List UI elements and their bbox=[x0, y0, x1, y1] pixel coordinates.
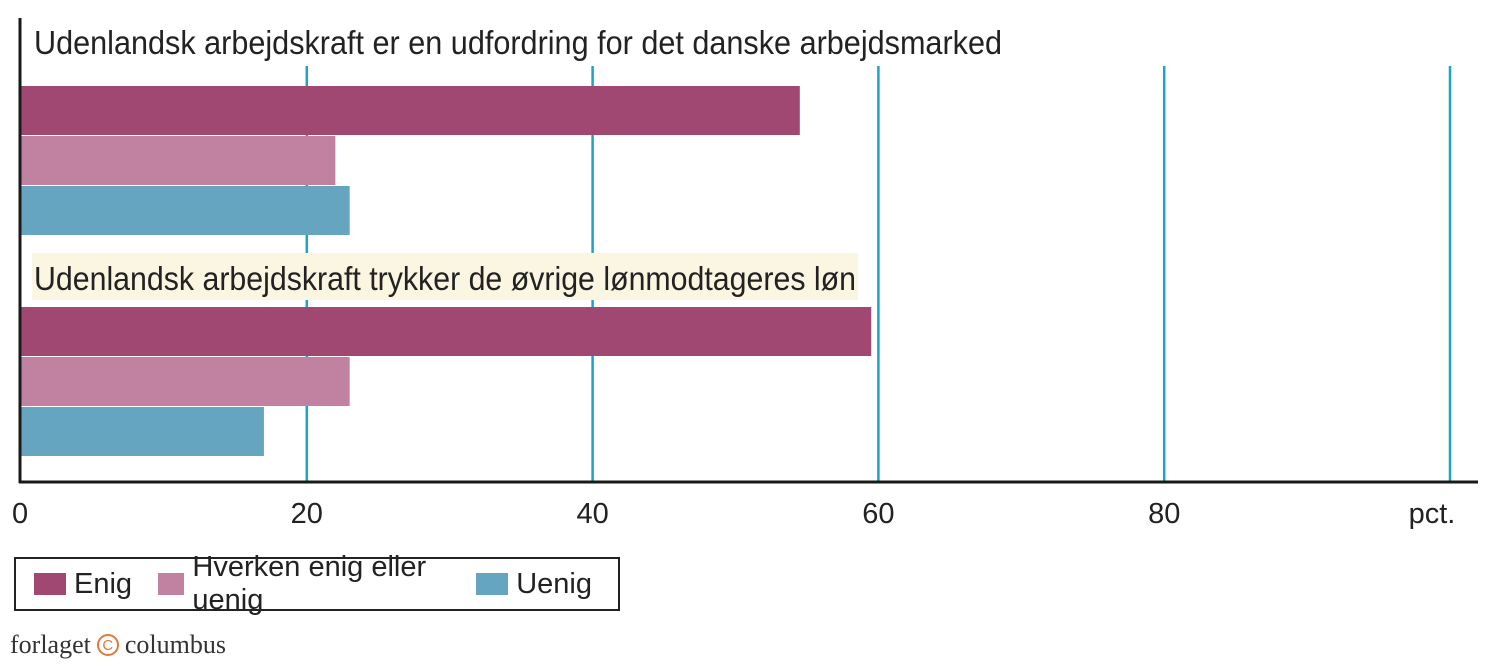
x-tick-label-60: 60 bbox=[862, 498, 894, 530]
bar-cat1-enig bbox=[21, 86, 800, 135]
bar-cat1-hverken-enig-eller-uenig bbox=[21, 136, 336, 185]
bar-cat2-hverken-enig-eller-uenig bbox=[21, 357, 350, 406]
legend: Enig Hverken enig eller uenig Uenig bbox=[14, 551, 620, 616]
bars bbox=[21, 86, 872, 456]
publisher-logo: forlaget C columbus bbox=[10, 630, 226, 660]
bar-chart: Udenlandsk arbejdskraft er en udfordring… bbox=[12, 18, 1478, 530]
x-axis-unit-label: pct. bbox=[1409, 498, 1456, 530]
bar-cat2-uenig bbox=[21, 407, 264, 456]
category-label-highlight bbox=[32, 253, 858, 300]
legend-label-uenig: Uenig bbox=[516, 567, 592, 600]
legend-item-enig: Enig bbox=[34, 568, 132, 601]
legend-swatch-enig bbox=[34, 573, 66, 595]
legend-label-enig: Enig bbox=[74, 567, 133, 600]
x-tick-label-0: 0 bbox=[12, 498, 28, 530]
category-highlight bbox=[32, 253, 858, 300]
publisher-name-right: columbus bbox=[124, 630, 226, 659]
x-tick-label-40: 40 bbox=[576, 498, 608, 530]
legend-item-hverken: Hverken enig eller uenig bbox=[158, 551, 450, 617]
category-label-1: Udenlandsk arbejdskraft er en udfordring… bbox=[34, 24, 1002, 61]
legend-swatch-hverken bbox=[158, 573, 185, 595]
bar-cat2-enig bbox=[21, 307, 872, 356]
x-tick-labels: 0 20 40 60 80 pct. bbox=[12, 498, 1455, 530]
gridlines bbox=[305, 66, 1452, 482]
category-labels: Udenlandsk arbejdskraft er en udfordring… bbox=[34, 24, 1002, 297]
legend-item-uenig: Uenig bbox=[476, 568, 592, 601]
category-label-2: Udenlandsk arbejdskraft trykker de øvrig… bbox=[34, 260, 856, 297]
legend-label-hverken: Hverken enig eller uenig bbox=[192, 551, 427, 616]
axes bbox=[18, 18, 1478, 484]
bar-cat1-uenig bbox=[21, 186, 350, 235]
legend-swatch-uenig bbox=[476, 573, 509, 595]
publisher-name-left: forlaget bbox=[10, 630, 91, 659]
x-tick-label-20: 20 bbox=[291, 498, 323, 530]
copyright-icon: C bbox=[96, 634, 119, 656]
x-tick-label-80: 80 bbox=[1148, 498, 1180, 530]
